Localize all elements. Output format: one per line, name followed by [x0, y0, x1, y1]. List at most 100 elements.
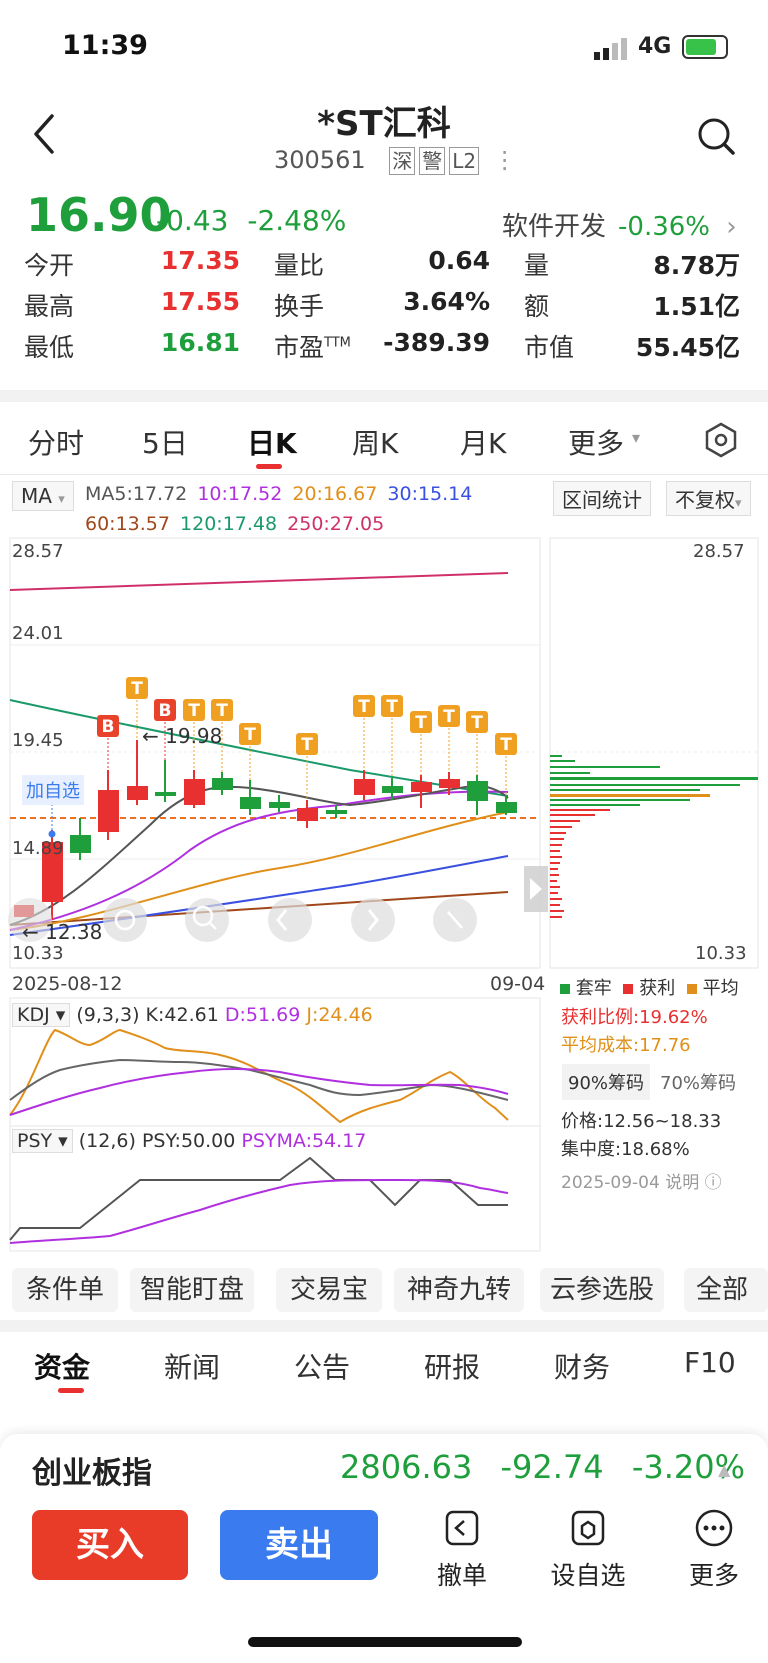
tool-button[interactable]: 全部: [684, 1268, 768, 1312]
chip-price-range: 价格:12.56~18.33: [561, 1111, 722, 1132]
tab-5[interactable]: 更多: [568, 427, 625, 460]
tab-0[interactable]: 分时: [28, 427, 85, 460]
stat-label: 最低: [24, 333, 75, 362]
back-arrow-icon[interactable]: [30, 112, 58, 156]
stat-value: 8.78万: [653, 251, 740, 280]
kdj-select[interactable]: KDJ ▾: [12, 1003, 71, 1027]
tool-button[interactable]: 神奇九转: [394, 1268, 524, 1312]
ma30-value: 30:15.14: [387, 483, 473, 505]
info-tab-1[interactable]: 新闻: [164, 1351, 221, 1384]
kdj-j-line: [9, 1028, 509, 1124]
more-icon: [695, 1509, 733, 1547]
search-icon[interactable]: [696, 116, 736, 156]
ma250-value: 250:27.05: [287, 513, 385, 535]
tool-button[interactable]: 交易宝: [276, 1268, 382, 1312]
interval-stats-button[interactable]: 区间统计: [553, 481, 651, 516]
help-icon[interactable]: ⓘ: [704, 1173, 722, 1193]
date-end: 09-04: [490, 973, 546, 995]
chip-explain-link[interactable]: 说明: [665, 1173, 700, 1193]
stat-value: 0.64: [428, 246, 490, 275]
tool-button[interactable]: 云参选股: [540, 1268, 664, 1312]
more-dots-icon[interactable]: ⋮: [492, 146, 517, 174]
index-name[interactable]: 创业板指: [32, 1456, 152, 1491]
info-tab-0[interactable]: 资金: [34, 1351, 91, 1384]
signal-icon: [594, 38, 627, 60]
change-amount: -0.43: [156, 204, 229, 237]
network-label: 4G: [638, 34, 672, 59]
ma20-line: [9, 811, 509, 931]
sector-link[interactable]: 软件开发 -0.36% ›: [502, 206, 737, 243]
info-tab-3[interactable]: 研报: [424, 1351, 481, 1384]
ma-legend-row1: MA5:17.72 10:17.52 20:16.67 30:15.14: [85, 483, 472, 505]
psy-select[interactable]: PSY ▾: [12, 1129, 73, 1153]
chip-date-row: 2025-09-04 说明 ⓘ: [561, 1168, 722, 1193]
svg-text:T: T: [188, 701, 200, 721]
tool-button[interactable]: 智能盯盘: [130, 1268, 254, 1312]
kdj-j: J:24.46: [306, 1004, 373, 1026]
index-quote: 2806.63 -92.74 -3.20%: [340, 1448, 745, 1486]
ma60-value: 60:13.57: [85, 513, 170, 535]
info-tab-2[interactable]: 公告: [294, 1351, 351, 1384]
dropdown-icon: ▾: [632, 428, 641, 447]
tab-1[interactable]: 5日: [142, 427, 188, 460]
y-axis-4: 14.89: [12, 838, 64, 859]
stat-label: 量比: [274, 251, 325, 280]
psy-params: (12,6): [78, 1130, 136, 1152]
legend-average: 平均: [702, 978, 739, 999]
ma30-line: [9, 855, 509, 936]
svg-text:T: T: [415, 713, 427, 733]
chip-chart-frame: [549, 537, 759, 969]
psy-name: PSY: [17, 1130, 53, 1152]
svg-text:T: T: [358, 697, 370, 717]
tab-divider: [0, 474, 768, 475]
set-watchlist-button[interactable]: 设自选: [548, 1508, 628, 1592]
settings-hex-icon[interactable]: [703, 422, 739, 458]
stat-label: 市值: [524, 333, 575, 362]
stat-label: 市盈TTM: [274, 333, 351, 362]
index-change: -92.74: [500, 1448, 604, 1486]
buy-button[interactable]: 买入: [32, 1510, 188, 1580]
more-button[interactable]: 更多: [674, 1508, 754, 1592]
add-watch-marker[interactable]: 加自选: [22, 775, 84, 805]
chip-90-button[interactable]: 90%筹码: [562, 1064, 651, 1100]
active-info-tab-indicator: [58, 1388, 84, 1393]
chart-controls[interactable]: [8, 866, 548, 942]
tool-button[interactable]: 条件单: [12, 1268, 118, 1312]
cancel-order-icon: [445, 1510, 479, 1546]
kline-chart[interactable]: B T B T T T T T T T T T T: [0, 535, 768, 1265]
y-axis-max: 28.57: [12, 541, 64, 562]
svg-text:T: T: [131, 679, 143, 699]
stat-value: 16.81: [160, 328, 240, 357]
psy-line: [9, 1156, 508, 1241]
date-start: 2025-08-12: [12, 973, 123, 995]
low-price-value: 12.38: [45, 920, 103, 944]
svg-text:T: T: [500, 735, 512, 755]
watchlist-icon: [571, 1510, 605, 1546]
stat-value: -389.39: [383, 328, 490, 357]
adjust-select[interactable]: 不复权▾: [666, 481, 751, 516]
active-tab-indicator: [256, 464, 282, 469]
svg-text:B: B: [102, 717, 115, 737]
chip-axis-max: 28.57: [693, 541, 745, 562]
info-tab-5[interactable]: F10: [684, 1346, 736, 1379]
sell-button[interactable]: 卖出: [220, 1510, 378, 1580]
chip-70-button[interactable]: 70%筹码: [660, 1073, 737, 1094]
ma20-value: 20:16.67: [292, 483, 378, 505]
psyma-line: [9, 1178, 509, 1244]
cancel-order-button[interactable]: 撤单: [422, 1508, 502, 1592]
tab-2[interactable]: 日K: [247, 427, 297, 460]
chip-concentration: 集中度:18.68%: [561, 1139, 690, 1160]
tab-4[interactable]: 月K: [460, 427, 507, 460]
index-percent: -3.20%: [631, 1448, 746, 1486]
ma-select[interactable]: MA ▾: [12, 481, 74, 511]
chevron-right-icon: ›: [726, 212, 737, 242]
chevron-up-icon[interactable]: ▲: [718, 1460, 731, 1479]
status-bar: 11:39 4G: [0, 0, 768, 90]
kdj-params: (9,3,3): [76, 1004, 140, 1026]
dropdown-icon: ▾: [58, 492, 65, 507]
info-tab-4[interactable]: 财务: [554, 1351, 611, 1384]
tag-market: 深: [389, 147, 416, 175]
tab-3[interactable]: 周K: [352, 427, 399, 460]
stock-code: 300561: [274, 146, 366, 174]
psyma-value: PSYMA:54.17: [241, 1130, 367, 1152]
